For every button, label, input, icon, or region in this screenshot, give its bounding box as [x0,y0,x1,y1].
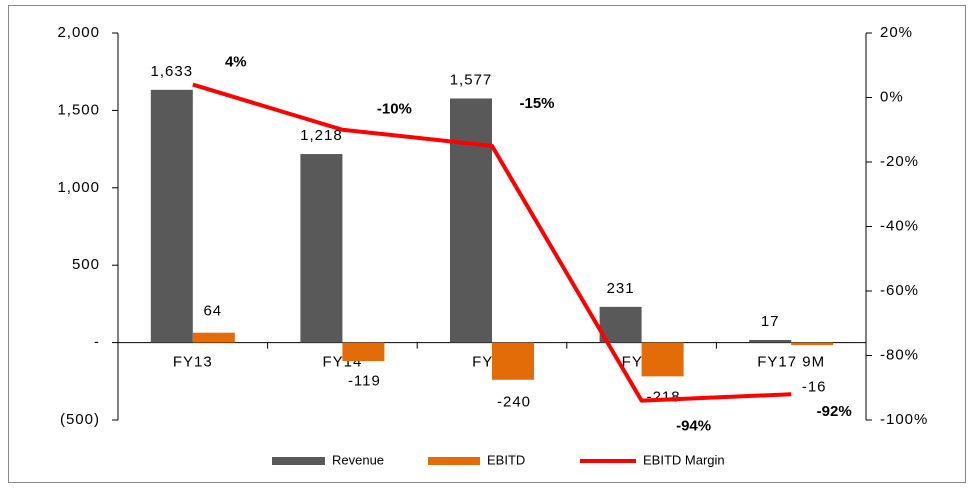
margin-line [192,82,792,403]
legend-swatch [272,457,325,465]
ebitd-bar [492,342,534,380]
y2-tick-label: -20% [880,153,919,170]
revenue-bar [450,98,492,343]
revenue-label: 231 [607,280,635,297]
revenue-bar [749,339,792,343]
y-tick-label: 500 [72,256,100,273]
revenue-bar [300,154,343,343]
revenue-label: 1,577 [450,71,493,88]
y2-tick-label: -100% [880,411,928,428]
revenue-bar [150,89,193,343]
x-tick-label: FY13 [173,354,213,371]
chart-border [8,5,966,483]
ebitd-label: -16 [802,379,827,396]
ebitd-label: -240 [497,394,531,411]
y-tick-label: (500) [60,411,100,428]
y2-tick-label: 0% [880,88,904,105]
margin-label: -15% [519,95,554,112]
margin-label: -94% [676,418,711,435]
legend-label: EBITD [487,452,525,467]
ebitd-bar [192,332,235,343]
ebitd-bar [791,342,834,346]
ebitd-label: -119 [348,373,381,390]
y-tick-label: 1,000 [57,179,100,196]
margin-label: -10% [377,101,412,118]
legend-label: Revenue [332,452,384,467]
y-tick-label: 2,000 [57,24,100,41]
legend-swatch [428,457,480,465]
ebitd-label: -218 [647,389,681,406]
ebitd-bar [342,342,385,362]
y2-tick-label: -60% [880,282,919,299]
y2-tick-label: -40% [880,217,919,234]
y2-tick-label: -80% [880,346,919,363]
margin-label: 4% [225,54,247,71]
margin-label: -92% [817,403,852,420]
x-tick-label: FY17 9M [757,354,825,371]
ebitd-bar [641,342,684,377]
revenue-label: 17 [761,313,780,330]
revenue-label: 1,633 [151,63,194,80]
y-tick-label: 1,500 [57,101,100,118]
revenue-bar [599,306,642,343]
ebitd-label: 64 [203,303,222,320]
y-tick-label: - [94,334,100,351]
legend-label: EBITD Margin [643,452,725,467]
y2-tick-label: 20% [880,24,913,41]
revenue-label: 1,218 [300,127,343,144]
